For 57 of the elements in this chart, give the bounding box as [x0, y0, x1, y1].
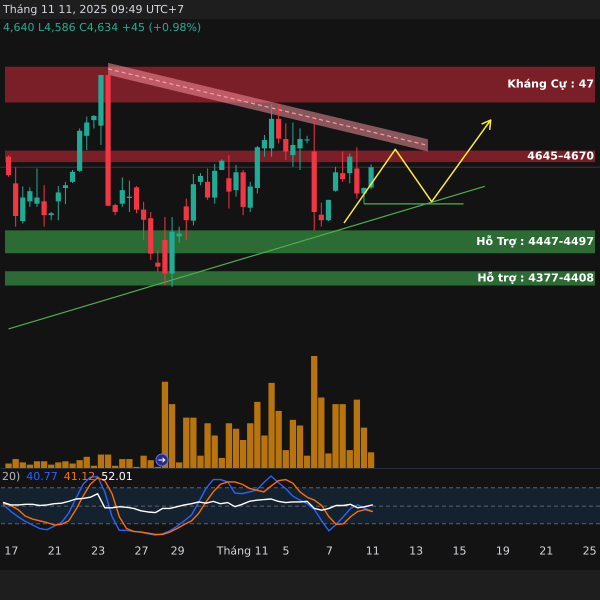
candlestick [91, 114, 96, 129]
candlestick [112, 203, 118, 216]
candlestick [84, 116, 90, 151]
candlestick [20, 186, 26, 224]
x-tick-label: 7 [326, 544, 333, 558]
candlestick [6, 154, 12, 178]
candlestick [318, 202, 324, 228]
band-label: 4645–4670 [527, 149, 594, 162]
x-tick-label: 21 [48, 544, 62, 558]
band-label: Hỗ Trợ : 4447-4497 [476, 234, 594, 248]
candlestick [176, 226, 182, 244]
candlestick [41, 184, 47, 228]
x-tick-label: 17 [4, 544, 18, 558]
x-tick-label: 21 [539, 544, 554, 558]
x-tick-label: 19 [496, 544, 510, 558]
candlestick [340, 151, 346, 182]
candlestick [126, 180, 132, 212]
x-tick-label: Tháng 11 [216, 544, 269, 558]
candlestick [155, 250, 160, 272]
candlestick [70, 169, 76, 184]
candlestick [56, 186, 61, 221]
candlestick [326, 199, 332, 222]
candlestick [27, 186, 32, 208]
chart-title: Tháng 11 11, 2025 09:49 UTC+7 [0, 0, 600, 19]
band-label: Kháng Cự : 47 [507, 78, 594, 91]
x-tick-label: 29 [170, 544, 185, 558]
candlestick [347, 152, 352, 184]
x-tick-label: 27 [134, 544, 148, 558]
x-tick-label: 23 [91, 544, 106, 558]
annotation: 20) [2, 470, 20, 483]
candlestick [219, 158, 224, 170]
candlestick [332, 166, 338, 192]
candlestick [226, 154, 232, 210]
candlestick [120, 176, 125, 208]
x-tick-label: 5 [282, 544, 290, 558]
candlestick [290, 122, 296, 168]
annotation: 40.77 [26, 470, 58, 483]
band-label: Hỗ trợ : 4377-4408 [477, 271, 594, 284]
x-tick-label: 13 [409, 544, 424, 558]
candlestick [34, 168, 40, 208]
candlestick [141, 201, 146, 240]
text: 4,640 L4,586 C4,634 +45 (+0.98%) [2, 20, 202, 36]
candlestick [297, 128, 303, 170]
candlestick [198, 172, 204, 186]
candlestick [62, 181, 68, 205]
candlestick [134, 186, 140, 214]
candlestick [262, 134, 268, 158]
candlestick [283, 122, 288, 160]
candlestick [184, 198, 189, 240]
candlestick [204, 168, 210, 200]
annotation: 52.01 [101, 470, 133, 483]
x-tick-label: 25 [582, 544, 597, 558]
annotation: 41.12 [64, 470, 96, 483]
candlestick [276, 104, 282, 144]
candlestick [233, 164, 239, 198]
x-tick-label: 11 [366, 544, 380, 558]
x-tick-label: 15 [452, 544, 467, 558]
